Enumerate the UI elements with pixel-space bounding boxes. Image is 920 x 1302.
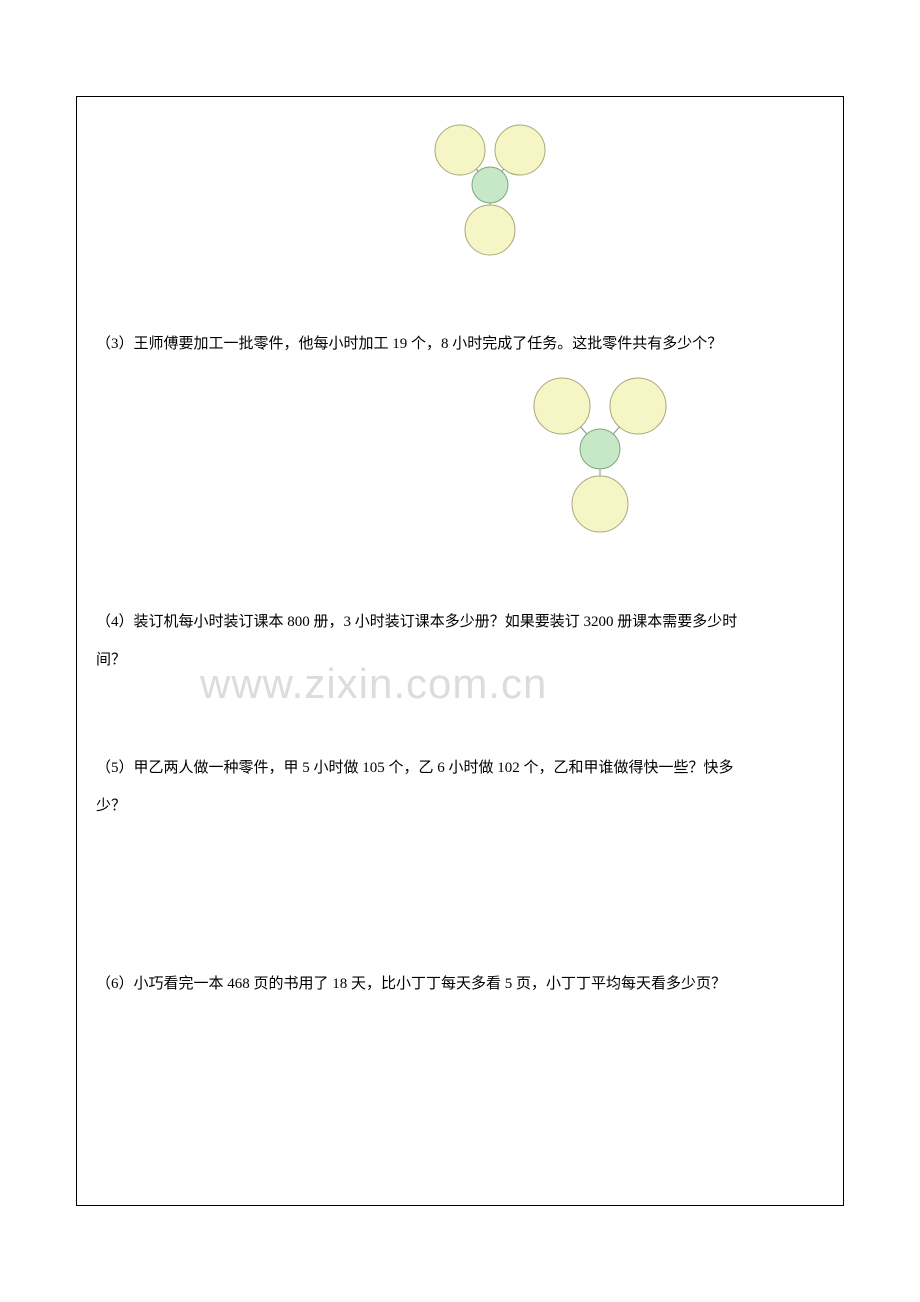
outer-circle-tr: [610, 378, 666, 434]
diagram-2: [530, 374, 670, 544]
question-5-line1: （5）甲乙两人做一种零件，甲 5 小时做 105 个，乙 6 小时做 102 个…: [76, 756, 844, 780]
diagram-1-svg: [430, 120, 550, 260]
question-4-line2: 间？: [76, 648, 844, 672]
diagram-1: [430, 120, 550, 265]
question-5-line2: 少？: [76, 794, 844, 818]
center-circle: [580, 429, 620, 469]
question-3: （3）王师傅要加工一批零件，他每小时加工 19 个，8 小时完成了任务。这批零件…: [76, 332, 844, 356]
question-4-line1: （4）装订机每小时装订课本 800 册，3 小时装订课本多少册？如果要装订 32…: [76, 610, 844, 634]
outer-circle-tl: [435, 125, 485, 175]
outer-circle-tl: [534, 378, 590, 434]
outer-circle-b: [572, 476, 628, 532]
center-circle: [472, 167, 508, 203]
diagram-2-svg: [530, 374, 670, 539]
outer-circle-b: [465, 205, 515, 255]
question-6: （6）小巧看完一本 468 页的书用了 18 天，比小丁丁每天多看 5 页，小丁…: [76, 972, 844, 996]
outer-circle-tr: [495, 125, 545, 175]
